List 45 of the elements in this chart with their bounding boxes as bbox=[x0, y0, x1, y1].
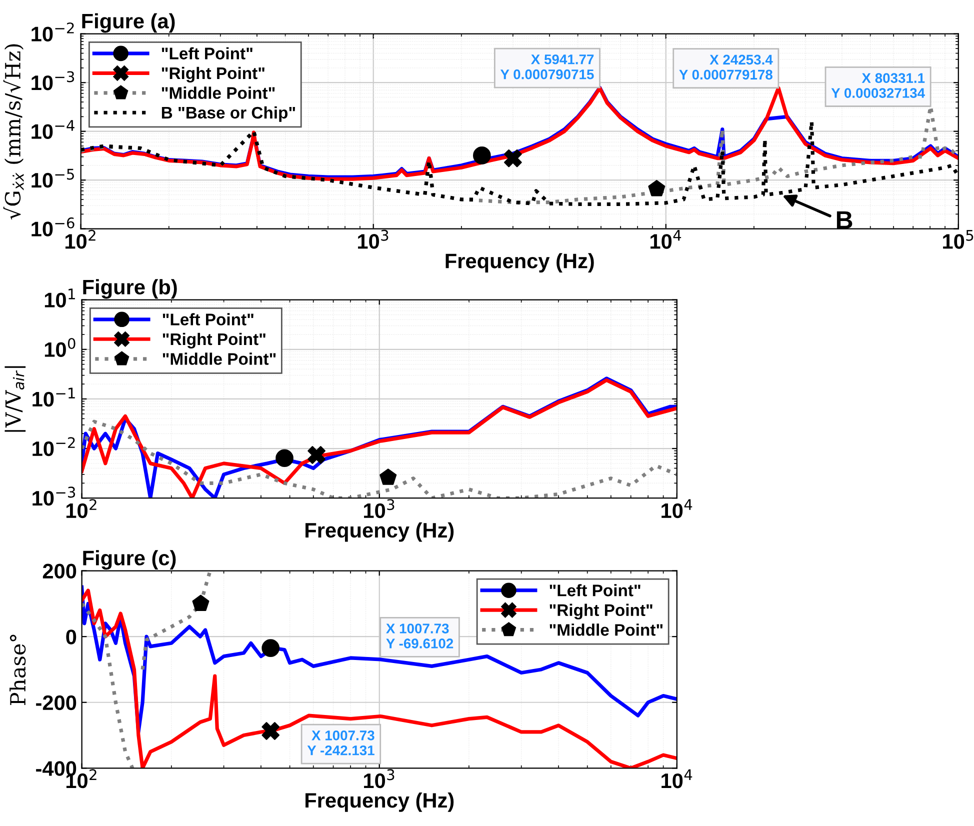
annotation: X 1007.73 Y -242.131 bbox=[307, 730, 374, 756]
legend-label: "Left Point" bbox=[162, 47, 252, 60]
chart-title: Figure (c) bbox=[83, 550, 176, 570]
chart-title: Figure (a) bbox=[82, 13, 175, 33]
annotation: X 5941.77 Y 0.000790715 bbox=[500, 54, 594, 80]
x-tick-label: 10$^{4}$ bbox=[650, 230, 682, 249]
x-tick-label: 10$^{3}$ bbox=[364, 499, 394, 518]
legend-label: "Right Point" bbox=[162, 332, 266, 348]
y-axis-title: √G$_{ẋẋ}$ (mm/s/√Hz) bbox=[3, 44, 24, 220]
y-tick-label: 10$^{−2}$ bbox=[32, 22, 74, 42]
y-tick-label: 10$^{−3}$ bbox=[32, 71, 74, 90]
y-tick-label: 10$^{−5}$ bbox=[32, 168, 74, 188]
x-axis-title: Frequency (Hz) bbox=[446, 253, 594, 273]
chart-title: Figure (b) bbox=[83, 279, 177, 299]
x-tick-label: 10$^{3}$ bbox=[364, 769, 394, 788]
legend-label: "Left Point" bbox=[550, 584, 640, 596]
y-tick-label: 200 bbox=[42, 564, 76, 579]
y-tick-label: 10$^{−2}$ bbox=[32, 437, 75, 456]
y-tick-label: 10$^{1}$ bbox=[44, 288, 75, 308]
x-tick-label: 10$^{5}$ bbox=[943, 230, 974, 249]
legend-label: "Middle Point" bbox=[550, 624, 663, 636]
legend-label: "Middle Point" bbox=[162, 352, 276, 365]
legend-label: "Left Point" bbox=[162, 313, 254, 326]
annotation: X 24253.4 Y 0.000779178 bbox=[679, 54, 773, 80]
annotation: X 80331.1 Y 0.000327134 bbox=[831, 73, 925, 98]
y-tick-label: 10$^{−4}$ bbox=[32, 120, 74, 139]
x-tick-label: 10$^{2}$ bbox=[65, 230, 96, 249]
y-axis-title: |V/V$_{air}$| bbox=[4, 366, 26, 432]
annotation: X 1007.73 Y -69.6102 bbox=[386, 624, 454, 648]
x-tick-label: 10$^{2}$ bbox=[66, 499, 96, 518]
x-tick-label: 10$^{4}$ bbox=[662, 499, 692, 518]
y-axis-title: Phase° bbox=[10, 634, 26, 705]
legend-label: "Right Point" bbox=[550, 604, 652, 620]
annotation: B bbox=[836, 211, 852, 229]
legend-label: B "Base or Chip" bbox=[162, 106, 296, 122]
y-tick-label: -200 bbox=[36, 695, 76, 710]
y-tick-label: 0 bbox=[66, 630, 76, 644]
x-tick-label: 10$^{4}$ bbox=[662, 769, 692, 788]
y-tick-label: 10$^{0}$ bbox=[44, 338, 76, 357]
legend-label: "Right Point" bbox=[162, 66, 264, 83]
x-tick-label: 10$^{3}$ bbox=[358, 230, 388, 249]
x-axis-title: Frequency (Hz) bbox=[306, 792, 454, 812]
x-axis-title: Frequency (Hz) bbox=[306, 522, 454, 542]
y-tick-label: 10$^{−1}$ bbox=[32, 388, 75, 407]
legend-label: "Middle Point" bbox=[162, 86, 275, 99]
